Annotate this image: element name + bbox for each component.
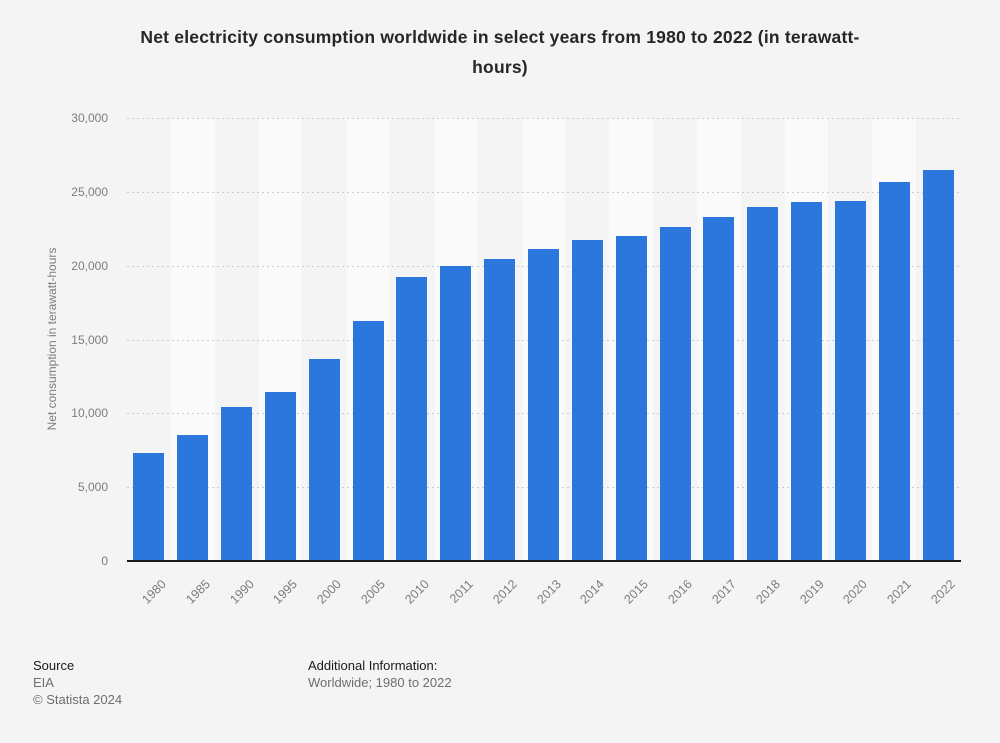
additional-info-block: Additional Information: Worldwide; 1980 … xyxy=(308,657,452,691)
plot-area xyxy=(127,118,960,561)
chart-title-line1: Net electricity consumption worldwide in… xyxy=(140,27,860,47)
chart-title-line2: hours) xyxy=(472,57,528,77)
bar-1995 xyxy=(264,391,296,561)
copyright: © Statista 2024 xyxy=(33,692,123,707)
bar-2021 xyxy=(878,181,910,561)
bar-2017 xyxy=(703,216,735,561)
bar-2012 xyxy=(484,259,516,561)
bar-1985 xyxy=(177,434,209,561)
bar-2022 xyxy=(922,169,954,561)
y-tick-label-5,000: 5,000 xyxy=(77,480,108,495)
source-label: Source xyxy=(33,658,75,673)
bar-2016 xyxy=(659,227,691,561)
additional-info-label: Additional Information: xyxy=(308,658,438,673)
chart-title: Net electricity consumption worldwide in… xyxy=(0,22,1000,82)
y-tick-label-0: 0 xyxy=(101,554,108,568)
source-value: EIA xyxy=(33,675,54,690)
gridline-25000 xyxy=(127,191,960,193)
x-axis-line xyxy=(127,560,961,562)
bar-2011 xyxy=(440,265,472,561)
source-block: Source EIA © Statista 2024 xyxy=(33,657,122,708)
y-tick-label-30,000: 30,000 xyxy=(71,111,108,125)
y-tick-label-25,000: 25,000 xyxy=(71,184,108,199)
bar-2005 xyxy=(352,321,384,561)
bar-2020 xyxy=(834,200,866,561)
y-tick-label-20,000: 20,000 xyxy=(71,258,108,273)
y-tick-label-15,000: 15,000 xyxy=(71,332,108,347)
bar-2010 xyxy=(396,277,428,561)
bar-2000 xyxy=(308,358,340,561)
y-tick-label-10,000: 10,000 xyxy=(71,406,108,421)
bar-2019 xyxy=(791,202,823,561)
additional-info-value: Worldwide; 1980 to 2022 xyxy=(308,675,452,690)
bar-2013 xyxy=(528,249,559,561)
gridline-30000 xyxy=(127,118,960,119)
bar-1990 xyxy=(221,407,253,561)
bar-2018 xyxy=(747,206,779,561)
bar-1980 xyxy=(133,453,165,561)
bar-2015 xyxy=(615,236,647,561)
bar-2014 xyxy=(571,239,603,561)
